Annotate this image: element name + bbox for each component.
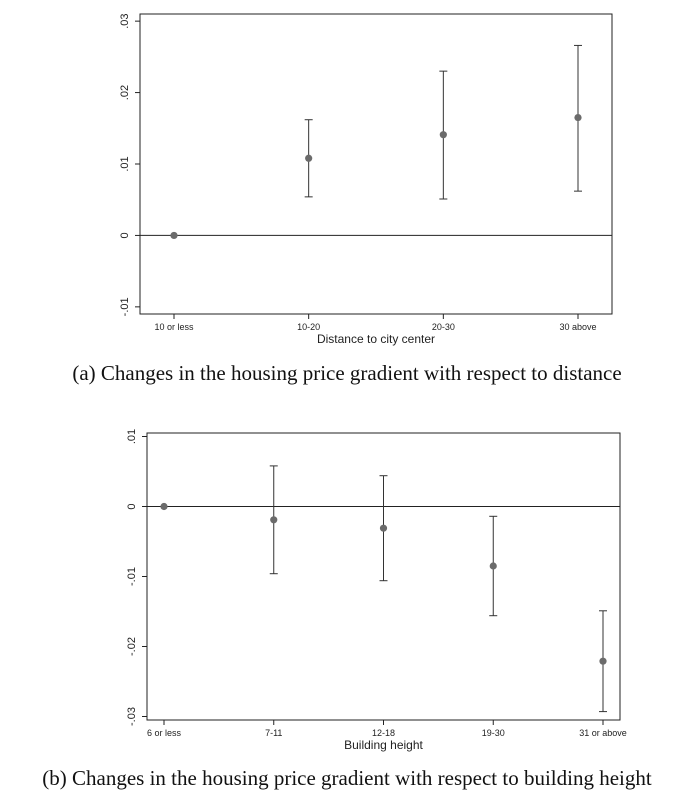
data-point (305, 154, 313, 162)
x-tick-label: 7-11 (265, 728, 282, 738)
data-point (574, 113, 582, 122)
y-tick-label: -.01 (126, 567, 138, 586)
y-tick-label: .02 (119, 85, 131, 100)
x-tick-label: 19-30 (482, 728, 505, 738)
x-tick-label: 6 or less (147, 728, 182, 738)
data-point (489, 562, 497, 570)
x-axis-label: Building height (344, 738, 423, 752)
x-axis-label: Distance to city center (317, 332, 435, 346)
panel-a: -.01 0 .01 .02 .03 10 or less 10-20 20-30 30 abo… (72, 13, 621, 385)
figure-caption: (b) Changes in the housing price gradien… (42, 766, 652, 790)
data-point (439, 131, 447, 139)
y-tick-label: 0 (126, 503, 138, 509)
data-point (270, 516, 278, 524)
figure-caption: (a) Changes in the housing price gradien… (72, 361, 621, 385)
y-tick-label: 0 (119, 232, 131, 238)
x-tick-label: 10 or less (154, 322, 194, 332)
y-tick-label: .03 (119, 13, 131, 28)
y-tick-label: .01 (119, 156, 131, 171)
data-point (170, 231, 178, 240)
x-tick-label: 10-20 (297, 322, 320, 332)
x-tick-label: 12-18 (372, 728, 395, 738)
data-point (160, 502, 168, 511)
y-tick-label: -.01 (119, 297, 131, 316)
plot-frame (139, 13, 613, 315)
panel-b: -.03 -.02 -.01 0 .01 6 or less 7-11 12-18 19-30 3… (42, 429, 652, 790)
y-tick-label: .01 (126, 429, 138, 444)
data-point (599, 657, 607, 665)
x-tick-label: 30 above (559, 322, 596, 332)
y-tick-label: -.03 (126, 707, 138, 726)
x-tick-label: 31 or above (579, 728, 627, 738)
y-tick-label: -.02 (126, 637, 138, 656)
data-point (379, 524, 388, 532)
x-tick-label: 20-30 (432, 322, 455, 332)
